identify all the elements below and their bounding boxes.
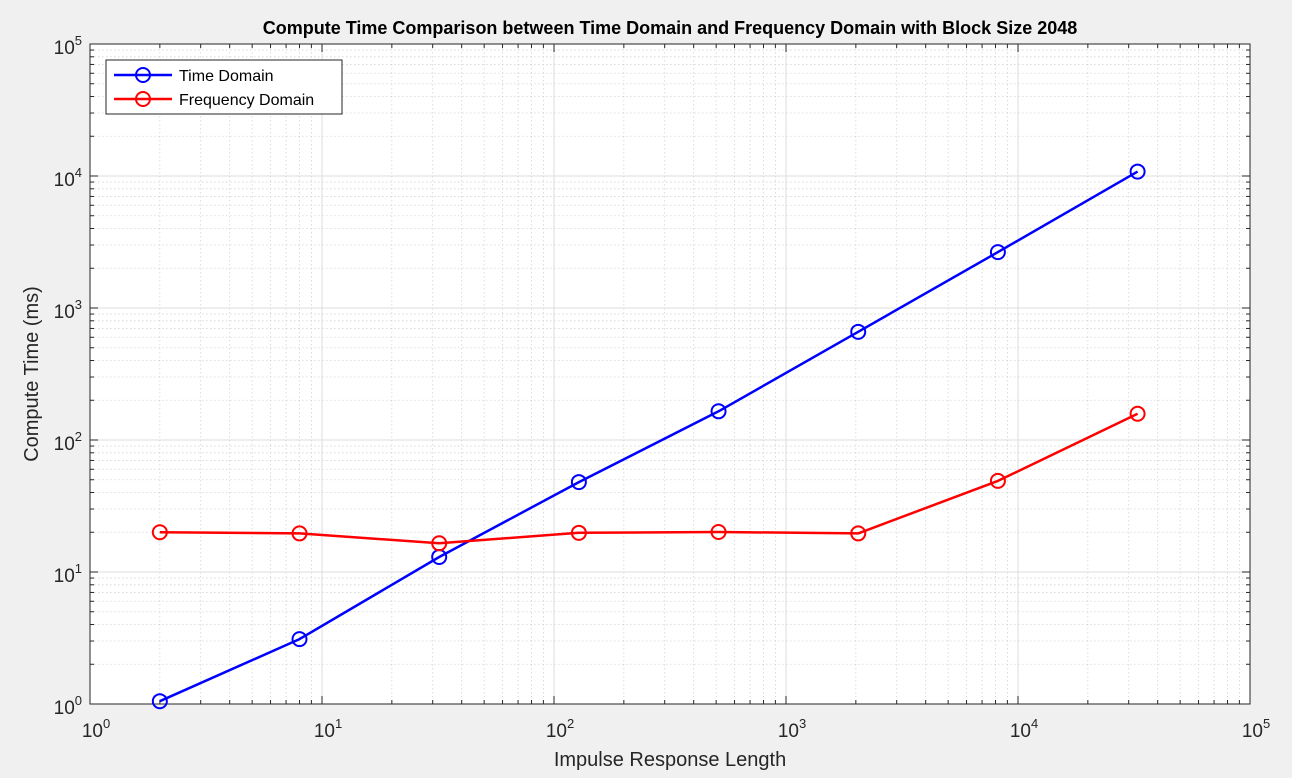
time-domain-marker (151, 693, 168, 710)
frequency-domain-marker (850, 525, 867, 542)
frequency-domain-marker (989, 472, 1006, 489)
axis-ticks (89, 43, 1251, 705)
frequency-domain-marker (291, 525, 308, 542)
minor-grid (90, 44, 1250, 704)
major-grid (90, 44, 1250, 704)
frequency-domain-marker (151, 524, 168, 541)
axes-box (89, 43, 1251, 705)
legend: Time Domain Frequency Domain (105, 59, 343, 115)
tick-labels: 100 101 102 103 104 105 100 101 102 103 104 105 (54, 33, 1271, 742)
time-domain-marker (570, 474, 587, 491)
frequency-domain-marker (431, 535, 448, 552)
x-tick-label: 102 (546, 716, 574, 742)
time-domain-marker (989, 244, 1006, 261)
y-tick-label: 104 (54, 165, 82, 191)
y-tick-label: 103 (54, 297, 82, 323)
plot-area (90, 44, 1250, 704)
x-tick-label: 104 (1010, 716, 1038, 742)
series-layer (151, 163, 1146, 710)
frequency-domain-marker (1129, 405, 1146, 422)
x-tick-label: 101 (314, 716, 342, 742)
x-tick-label: 100 (82, 716, 110, 742)
frequency-domain-marker (710, 523, 727, 540)
x-tick-label: 103 (778, 716, 806, 742)
time-domain-marker (291, 631, 308, 648)
y-tick-label: 105 (54, 33, 82, 59)
y-axis-label: Compute Time (ms) (21, 286, 43, 462)
legend-marker-time-domain (135, 67, 151, 83)
time-domain-marker (1129, 163, 1146, 180)
legend-marker-frequency-domain (135, 91, 151, 107)
y-tick-label: 102 (54, 429, 82, 455)
time-domain-marker (850, 323, 867, 340)
legend-label-frequency-domain: Frequency Domain (179, 92, 314, 109)
chart-title: Compute Time Comparison between Time Dom… (263, 18, 1078, 38)
time-domain-marker (710, 403, 727, 420)
legend-label-time-domain: Time Domain (179, 68, 274, 85)
x-tick-label: 105 (1242, 716, 1270, 742)
y-tick-label: 101 (54, 561, 82, 587)
frequency-domain-marker (570, 524, 587, 541)
frequency-domain-line (159, 412, 1139, 545)
x-axis-label: Impulse Response Length (554, 749, 786, 771)
time-domain-line (159, 170, 1139, 703)
y-tick-label: 100 (54, 693, 82, 719)
